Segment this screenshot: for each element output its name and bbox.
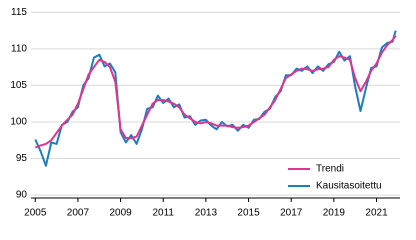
x-tick-label: 2015 <box>237 208 260 219</box>
x-tick-label: 2013 <box>195 208 218 219</box>
y-tick-label: 95 <box>16 153 28 164</box>
chart: 90 95 100 105 110 115 2005 2007 2009 2011 2013 2015… <box>10 7 400 219</box>
x-tick-label: 2007 <box>67 208 90 219</box>
x-tick-label: 2009 <box>109 208 132 219</box>
series-line <box>34 35 397 149</box>
legend-label: Kausitasoitettu <box>316 181 382 192</box>
x-tick-label: 2005 <box>24 208 47 219</box>
x-tick-label: 2019 <box>323 208 346 219</box>
x-tick-label: 2017 <box>280 208 303 219</box>
series-line <box>34 30 397 167</box>
y-tick-label: 110 <box>11 44 27 55</box>
y-tick-label: 115 <box>11 7 27 18</box>
y-tick-label: 90 <box>16 190 28 201</box>
legend-label: Trendi <box>316 164 344 175</box>
y-tick-label: 100 <box>10 117 27 128</box>
y-tick-label: 105 <box>10 80 27 91</box>
x-tick-label: 2021 <box>365 208 388 219</box>
x-tick-label: 2011 <box>152 208 174 219</box>
